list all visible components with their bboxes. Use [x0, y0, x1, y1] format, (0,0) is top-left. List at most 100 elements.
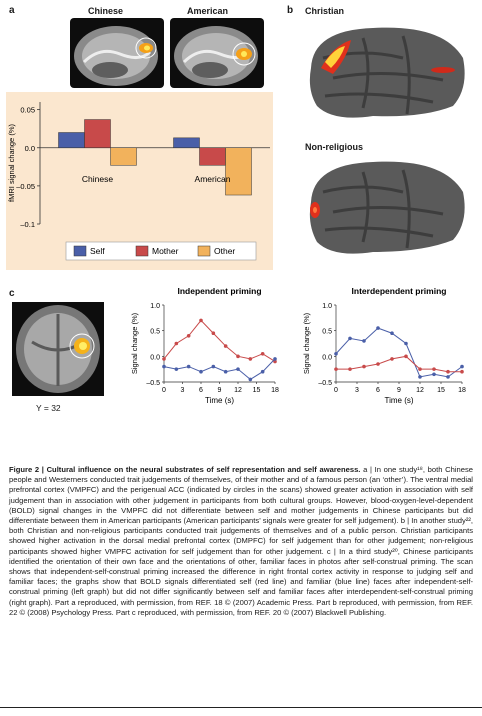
caption-text: a | In one study¹⁸, both Chinese people …: [9, 465, 473, 617]
series-point-1: [460, 369, 464, 374]
bar-other-chinese: [110, 147, 137, 166]
series-point-0: [446, 375, 450, 379]
x-axis-label: Time (s): [205, 396, 234, 405]
bar-mother-chinese: [84, 119, 111, 148]
series-point-0: [418, 375, 422, 379]
panel-b-letter: b: [287, 5, 294, 16]
x-tick-label: 15: [253, 387, 261, 394]
series-point-1: [376, 362, 380, 366]
legend-swatch: [135, 245, 149, 257]
x-tick-label: 18: [458, 387, 466, 394]
y-axis-label: Signal change (%): [130, 312, 139, 374]
series-point-1: [186, 364, 191, 369]
x-tick-label: 12: [416, 387, 424, 394]
series-point-0: [211, 331, 216, 336]
x-tick-label: 6: [199, 387, 203, 394]
series-line-0: [163, 319, 276, 362]
x-tick-label: 12: [234, 387, 242, 394]
x-tick-label: 15: [437, 387, 445, 394]
bottom-rule: [0, 707, 482, 708]
series-point-0: [390, 331, 394, 336]
panel-a-bar-chart: 0.05 0.0 –0.05 –0.1 fMRI signal change (%) Ch…: [6, 92, 273, 270]
y-tick-label: 0.05: [20, 106, 35, 115]
bar-mother-american: [199, 147, 226, 166]
series-point-1: [260, 369, 265, 374]
series-point-0: [432, 372, 436, 377]
y-tick-label: 0.5: [322, 329, 332, 336]
series-point-0: [273, 359, 277, 364]
series-point-1: [248, 377, 253, 382]
y-tick-label: 0.0: [322, 354, 332, 361]
series-point-0: [162, 357, 166, 361]
brain-surface-christian: [303, 18, 469, 134]
bar-self-chinese: [58, 132, 85, 148]
y-tick-label: 0.5: [150, 329, 160, 336]
series-point-0: [460, 364, 464, 369]
series-point-0: [199, 318, 203, 323]
category-label: Chinese: [82, 174, 113, 184]
y-tick-label: –0.1: [20, 220, 35, 229]
legend-swatch: [73, 245, 87, 257]
series-line-1: [336, 355, 462, 373]
category-label: American: [195, 174, 231, 184]
brain-surface-non-religious: [303, 152, 469, 270]
label-non-religious: Non-religious: [305, 142, 363, 152]
label-christian: Christian: [305, 6, 345, 16]
y-tick-label: 0.0: [150, 354, 160, 361]
y-tick-label: –0.05: [16, 182, 35, 191]
chart-title: Independent priming: [177, 286, 261, 296]
series-point-1: [334, 367, 338, 371]
brain-scan-chinese: [70, 18, 164, 88]
brain-label-chinese: Chinese: [88, 6, 124, 16]
x-tick-label: 9: [218, 387, 222, 394]
y-tick-label: 1.0: [322, 303, 332, 310]
x-tick-label: 9: [397, 387, 401, 394]
bar-self-american: [173, 137, 200, 149]
line-chart-interdependent: Interdependent priming 1.0 0.5 0.0 –0.50 3 6 9 1…: [302, 286, 466, 405]
brain-scan-american: [170, 18, 264, 88]
series-point-1: [199, 369, 203, 374]
x-tick-label: 6: [376, 387, 380, 394]
series-point-1: [348, 367, 352, 371]
y-tick-label: 0.0: [25, 144, 35, 153]
panel-a-letter: a: [9, 5, 15, 16]
series-point-1: [236, 367, 240, 371]
y-tick-label: –0.5: [318, 380, 332, 387]
series-point-0: [223, 344, 228, 348]
legend-label: Mother: [152, 246, 179, 256]
series-point-1: [362, 364, 366, 369]
y-tick-label: –0.5: [146, 380, 160, 387]
figure-caption: Figure 2 | Cultural influence on the neu…: [9, 465, 473, 618]
series-point-0: [174, 341, 179, 346]
legend-swatch: [197, 245, 211, 257]
bar-other-american: [225, 147, 252, 196]
series-point-1: [273, 357, 277, 361]
series-point-0: [362, 339, 366, 343]
brain-scan-coronal: [12, 302, 104, 396]
legend-label: Other: [214, 246, 235, 256]
brain-label-american: American: [187, 6, 229, 16]
series-point-1: [223, 369, 228, 374]
scan-coordinate-label: Y = 32: [36, 403, 61, 413]
x-tick-label: 3: [355, 387, 359, 394]
x-tick-label: 0: [334, 387, 338, 394]
y-axis-label: fMRI signal change (%): [7, 124, 16, 202]
series-point-0: [260, 351, 265, 356]
x-tick-label: 0: [162, 387, 166, 394]
series-point-1: [162, 364, 166, 369]
x-tick-label: 18: [271, 387, 279, 394]
legend-label: Self: [90, 246, 105, 256]
series-point-0: [248, 357, 253, 361]
series-point-1: [432, 367, 436, 371]
series-point-1: [390, 357, 394, 361]
series-point-0: [334, 351, 338, 356]
series-line-0: [335, 327, 463, 378]
x-tick-label: 3: [181, 387, 185, 394]
series-point-0: [186, 334, 191, 338]
chart-title: Interdependent priming: [352, 286, 447, 296]
y-axis-label: Signal change (%): [302, 312, 311, 374]
x-axis-label: Time (s): [384, 396, 413, 405]
series-point-1: [211, 364, 216, 369]
series-point-0: [236, 354, 240, 359]
series-point-1: [446, 369, 450, 374]
